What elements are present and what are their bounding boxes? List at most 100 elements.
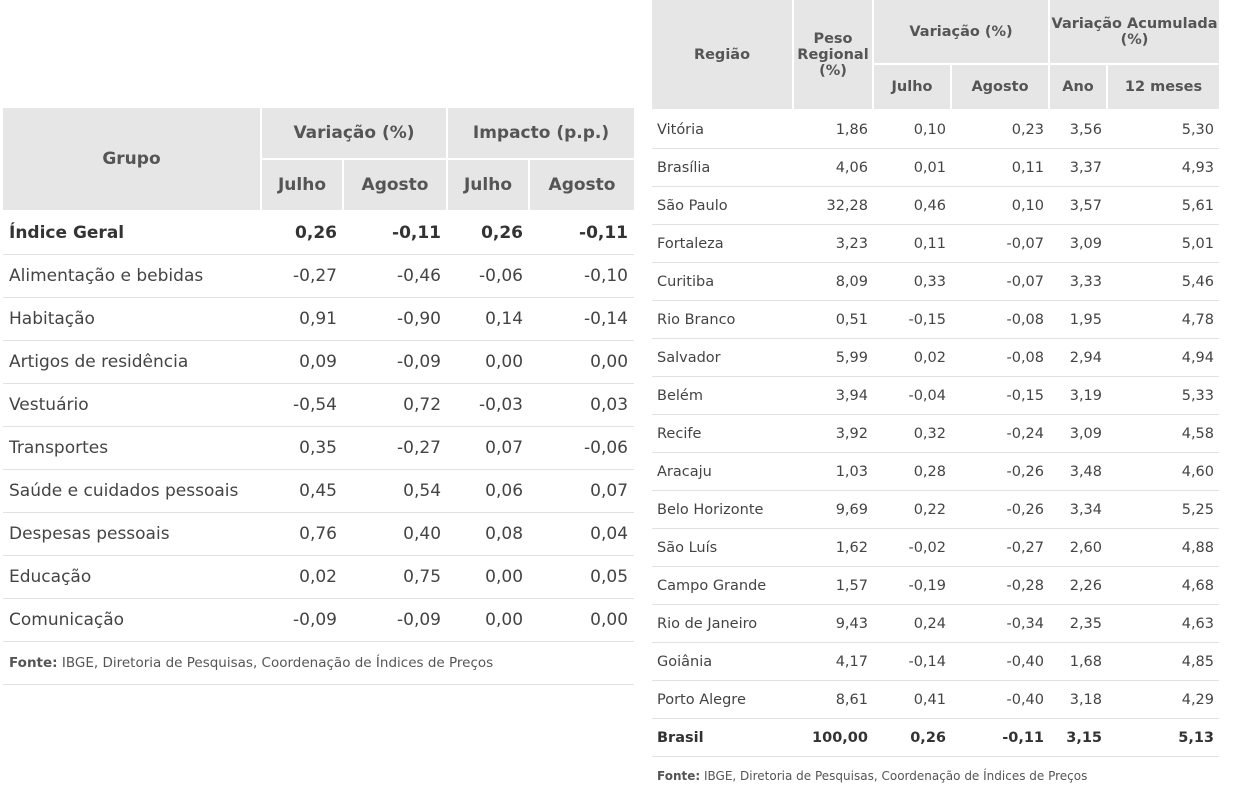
source-label: Fonte: <box>9 655 58 671</box>
groups-table: Grupo Variação (%) Impacto (p.p.) Julho … <box>3 108 634 685</box>
cell-jul: 0,02 <box>873 339 951 377</box>
cell-ano: 3,33 <box>1049 263 1107 301</box>
cell-ano: 3,15 <box>1049 719 1107 757</box>
cell-var_ago: 0,40 <box>343 513 447 556</box>
header-imp-agosto: Agosto <box>529 159 634 211</box>
cell-ago: -0,08 <box>951 301 1049 339</box>
row-label: Fortaleza <box>652 225 793 263</box>
header-variacao: Variação (%) <box>261 108 447 159</box>
cell-imp_jul: 0,14 <box>447 298 529 341</box>
row-label: Curitiba <box>652 263 793 301</box>
cell-peso: 4,06 <box>793 149 873 187</box>
cell-ago: -0,26 <box>951 453 1049 491</box>
cell-ano: 2,94 <box>1049 339 1107 377</box>
cell-imp_jul: 0,26 <box>447 211 529 255</box>
cell-var_ago: -0,90 <box>343 298 447 341</box>
header-variacao: Variação (%) <box>873 0 1049 64</box>
cell-var_jul: 0,45 <box>261 470 343 513</box>
cell-var_jul: 0,26 <box>261 211 343 255</box>
header-julho: Julho <box>873 64 951 110</box>
cell-jul: -0,14 <box>873 643 951 681</box>
cell-jul: 0,33 <box>873 263 951 301</box>
header-agosto: Agosto <box>951 64 1049 110</box>
row-label: Recife <box>652 415 793 453</box>
table-row: Alimentação e bebidas-0,27-0,46-0,06-0,1… <box>3 255 634 298</box>
cell-imp_ago: 0,00 <box>529 341 634 384</box>
header-peso: Peso Regional (%) <box>793 0 873 110</box>
cell-ago: 0,10 <box>951 187 1049 225</box>
cell-ago: 0,23 <box>951 110 1049 149</box>
cell-var_jul: 0,02 <box>261 556 343 599</box>
cell-jul: -0,02 <box>873 529 951 567</box>
cell-var_jul: -0,54 <box>261 384 343 427</box>
cell-m12: 5,01 <box>1107 225 1219 263</box>
cell-ago: -0,15 <box>951 377 1049 415</box>
cell-ago: -0,11 <box>951 719 1049 757</box>
cell-ago: -0,28 <box>951 567 1049 605</box>
row-label: Transportes <box>3 427 261 470</box>
cell-ano: 3,48 <box>1049 453 1107 491</box>
cell-ano: 3,34 <box>1049 491 1107 529</box>
row-label: Comunicação <box>3 599 261 642</box>
cell-peso: 1,57 <box>793 567 873 605</box>
cell-peso: 8,09 <box>793 263 873 301</box>
cell-ano: 3,57 <box>1049 187 1107 225</box>
row-label: Artigos de residência <box>3 341 261 384</box>
cell-var_jul: -0,09 <box>261 599 343 642</box>
cell-var_ago: -0,27 <box>343 427 447 470</box>
cell-peso: 1,86 <box>793 110 873 149</box>
cell-jul: 0,41 <box>873 681 951 719</box>
cell-ago: 0,11 <box>951 149 1049 187</box>
cell-var_ago: -0,11 <box>343 211 447 255</box>
cell-peso: 1,03 <box>793 453 873 491</box>
row-label: Goiânia <box>652 643 793 681</box>
cell-ano: 3,19 <box>1049 377 1107 415</box>
cell-var_jul: 0,91 <box>261 298 343 341</box>
row-label: Aracaju <box>652 453 793 491</box>
cell-ago: -0,26 <box>951 491 1049 529</box>
row-label: Porto Alegre <box>652 681 793 719</box>
cell-ano: 1,68 <box>1049 643 1107 681</box>
row-label: Belém <box>652 377 793 415</box>
cell-m12: 4,78 <box>1107 301 1219 339</box>
row-label: Vestuário <box>3 384 261 427</box>
cell-jul: -0,15 <box>873 301 951 339</box>
row-label: Alimentação e bebidas <box>3 255 261 298</box>
cell-imp_ago: 0,04 <box>529 513 634 556</box>
header-grupo: Grupo <box>3 108 261 211</box>
header-acumulada: Variação Acumulada (%) <box>1049 0 1219 64</box>
header-var-agosto: Agosto <box>343 159 447 211</box>
cell-m12: 4,88 <box>1107 529 1219 567</box>
row-label: Brasília <box>652 149 793 187</box>
row-label: Rio de Janeiro <box>652 605 793 643</box>
cell-m12: 4,60 <box>1107 453 1219 491</box>
cell-ago: -0,34 <box>951 605 1049 643</box>
cell-var_jul: -0,27 <box>261 255 343 298</box>
row-label: São Luís <box>652 529 793 567</box>
cell-imp_ago: 0,05 <box>529 556 634 599</box>
cell-m12: 4,58 <box>1107 415 1219 453</box>
source-text: IBGE, Diretoria de Pesquisas, Coordenaçã… <box>58 655 494 671</box>
row-label: Brasil <box>652 719 793 757</box>
cell-peso: 1,62 <box>793 529 873 567</box>
header-regiao: Região <box>652 0 793 110</box>
cell-imp_jul: 0,07 <box>447 427 529 470</box>
cell-m12: 5,33 <box>1107 377 1219 415</box>
cell-m12: 4,85 <box>1107 643 1219 681</box>
cell-jul: 0,28 <box>873 453 951 491</box>
cell-ago: -0,07 <box>951 263 1049 301</box>
